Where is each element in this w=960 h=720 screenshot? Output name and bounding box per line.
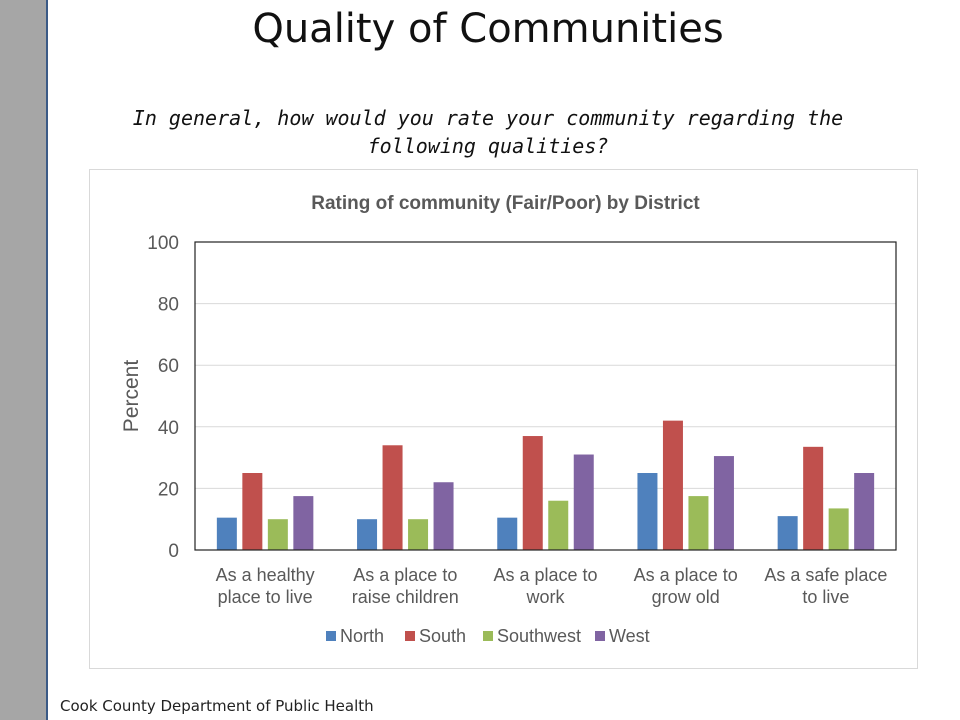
x-tick-label: As a healthy bbox=[216, 565, 315, 585]
legend-swatch-southwest bbox=[483, 631, 493, 641]
bar-north bbox=[637, 473, 658, 550]
y-axis-label: Percent bbox=[120, 360, 143, 433]
bar-south bbox=[522, 436, 543, 550]
bar-west bbox=[854, 473, 875, 550]
x-tick-label: As a place to bbox=[634, 565, 738, 585]
legend-swatch-north bbox=[326, 631, 336, 641]
chart-title: Rating of community (Fair/Poor) by Distr… bbox=[311, 193, 700, 214]
bar-southwest bbox=[267, 519, 288, 550]
bar-west bbox=[293, 496, 314, 550]
bar-west bbox=[713, 456, 734, 550]
bar-southwest bbox=[548, 500, 569, 550]
x-tick-label: grow old bbox=[652, 587, 720, 607]
bar-north bbox=[777, 516, 798, 550]
x-tick-label: place to live bbox=[218, 587, 313, 607]
bar-south bbox=[803, 446, 824, 550]
x-tick-label: to live bbox=[802, 587, 849, 607]
x-tick-label: As a place to bbox=[353, 565, 457, 585]
x-tick-label: raise children bbox=[352, 587, 459, 607]
footer-credit: Cook County Department of Public Health bbox=[60, 697, 374, 715]
x-tick-label: work bbox=[525, 587, 565, 607]
y-tick-label: 0 bbox=[168, 541, 179, 562]
legend-label-north: North bbox=[340, 626, 384, 646]
legend-label-south: South bbox=[419, 626, 466, 646]
bar-north bbox=[357, 519, 378, 550]
bar-southwest bbox=[408, 519, 429, 550]
bar-south bbox=[242, 473, 263, 550]
slide-subtitle: In general, how would you rate your comm… bbox=[132, 106, 844, 158]
y-tick-label: 80 bbox=[158, 295, 179, 316]
y-tick-label: 60 bbox=[158, 356, 179, 377]
legend-swatch-south bbox=[405, 631, 415, 641]
left-accent-bar bbox=[0, 0, 48, 720]
legend-label-west: West bbox=[609, 626, 650, 646]
y-tick-label: 20 bbox=[158, 479, 179, 500]
legend-label-southwest: Southwest bbox=[497, 626, 581, 646]
x-tick-label: As a safe place bbox=[764, 565, 887, 585]
y-tick-label: 40 bbox=[158, 418, 179, 439]
legend-swatch-west bbox=[595, 631, 605, 641]
slide-title: Quality of Communities bbox=[252, 6, 724, 52]
x-tick-label: As a place to bbox=[493, 565, 597, 585]
bar-chart: Rating of community (Fair/Poor) by Distr… bbox=[120, 193, 897, 646]
bar-south bbox=[662, 420, 683, 550]
y-tick-label: 100 bbox=[147, 233, 179, 254]
bar-north bbox=[497, 517, 518, 550]
bar-southwest bbox=[688, 496, 709, 550]
plot-area-border bbox=[194, 241, 897, 551]
chart-frame: Rating of community (Fair/Poor) by Distr… bbox=[89, 169, 918, 669]
bar-southwest bbox=[828, 508, 849, 550]
bar-west bbox=[433, 482, 454, 550]
bar-west bbox=[573, 454, 594, 550]
bar-south bbox=[382, 445, 403, 550]
bar-north bbox=[216, 517, 237, 550]
